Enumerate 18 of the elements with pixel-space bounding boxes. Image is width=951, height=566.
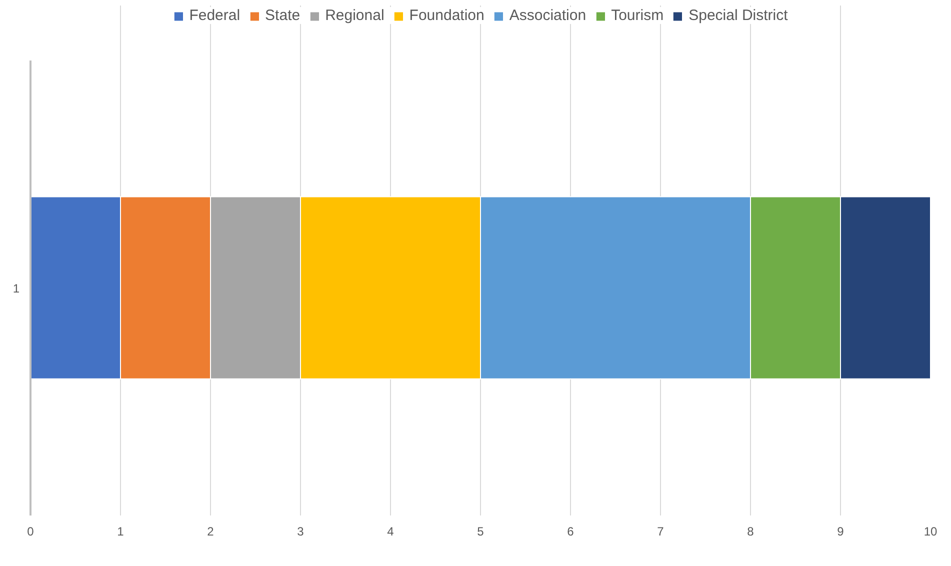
x-tick-label: 6 — [567, 524, 574, 538]
x-tick-label: 2 — [207, 524, 214, 538]
x-tick-label: 8 — [747, 524, 754, 538]
x-tick-label: 5 — [477, 524, 484, 538]
x-tick-label: 10 — [924, 524, 938, 538]
legend-label: State — [265, 7, 300, 24]
x-tick-label: 9 — [837, 524, 844, 538]
x-tick-label: 7 — [657, 524, 664, 538]
x-tick-label: 0 — [27, 524, 34, 538]
legend-label: Foundation — [409, 7, 484, 24]
legend-label: Regional — [325, 7, 384, 24]
legend-label: Federal — [189, 7, 240, 24]
legend-label: Tourism — [611, 7, 664, 24]
x-tick-label: 4 — [387, 524, 394, 538]
legend-label: Special District — [688, 7, 788, 24]
legend-label: Association — [509, 7, 586, 24]
x-tick-label: 1 — [117, 524, 124, 538]
x-tick-label: 3 — [297, 524, 304, 538]
